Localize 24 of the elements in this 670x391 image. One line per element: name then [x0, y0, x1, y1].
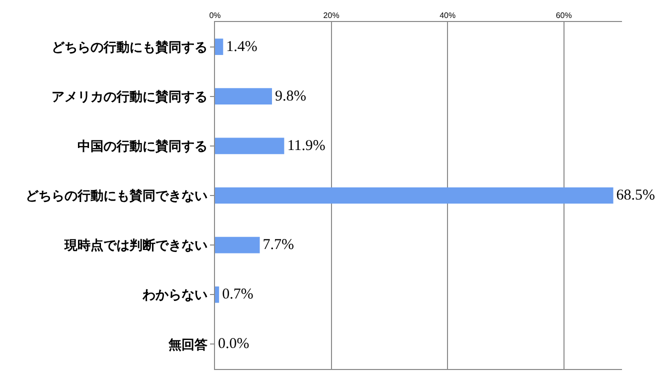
- y-tick-label: わからない: [141, 288, 208, 304]
- data-label: 7.7%: [262, 237, 294, 254]
- data-label: 1.4%: [226, 38, 258, 55]
- data-label: 9.8%: [274, 88, 306, 104]
- y-tick-label: 現時点では判断できない: [63, 238, 208, 254]
- data-label: 68.5%: [616, 188, 656, 204]
- bar: [215, 38, 224, 55]
- bar: [215, 88, 272, 105]
- bar: [215, 187, 614, 204]
- y-tick-label: 無回答: [167, 338, 208, 353]
- x-tick-label: 40%: [440, 10, 456, 20]
- y-tick-label: 中国の行動に賛同する: [77, 138, 208, 154]
- data-label: 11.9%: [287, 138, 326, 154]
- x-tick-label: 60%: [556, 10, 572, 20]
- bar: [215, 236, 260, 254]
- data-label: 0.7%: [222, 286, 254, 303]
- bar: [215, 286, 220, 303]
- y-tick-label: アメリカの行動に賛同する: [51, 88, 208, 105]
- data-label: 0.0%: [218, 336, 250, 352]
- x-tick-label: 20%: [323, 10, 340, 20]
- x-tick-label: 0%: [209, 10, 221, 20]
- bar: [215, 138, 284, 154]
- y-tick-label: どちらの行動にも賛同する: [51, 39, 208, 56]
- y-tick-label: どちらの行動にも賛同できない: [25, 188, 208, 204]
